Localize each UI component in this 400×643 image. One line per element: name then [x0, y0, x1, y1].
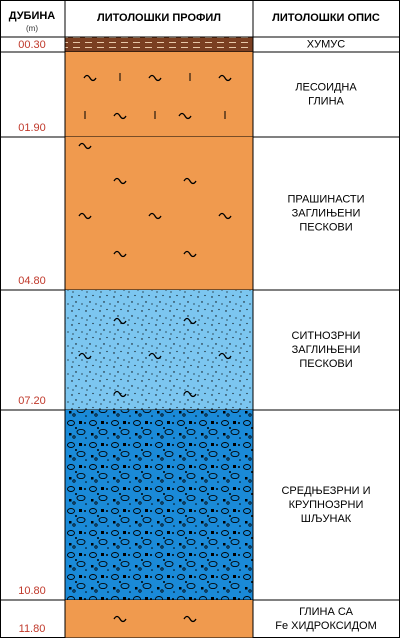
layer-description: ГЛИНА [308, 95, 344, 107]
layer-description: ЗАГЛИЊЕНИ [292, 344, 361, 356]
layer-fill [65, 137, 253, 290]
tilde-symbol [183, 177, 197, 185]
layer-description: КРУПНОЗРНИ [289, 499, 364, 511]
tilde-symbol [78, 142, 92, 150]
layer-fill [65, 290, 253, 410]
layer-description: СРЕДЊЕЗРНИ И [281, 485, 370, 497]
tilde-symbol [218, 352, 232, 360]
layer-fill [65, 37, 253, 52]
depth-label: 01.90 [18, 122, 46, 134]
tilde-symbol [113, 250, 127, 258]
layer-description: ЛЕСОИДНА [295, 81, 357, 93]
tilde-symbol [78, 352, 92, 360]
layer-fill [65, 52, 253, 137]
tilde-symbol [148, 352, 162, 360]
depth-label: 10.80 [18, 585, 46, 597]
depth-label: 11.80 [19, 623, 46, 635]
depth-label: 07.20 [18, 395, 46, 407]
description-header: ЛИТОЛОШКИ ОПИС [272, 12, 380, 24]
layer-description: ПЕСКОВИ [299, 221, 352, 233]
tilde-symbol [218, 74, 232, 82]
layer-description: СИТНОЗРНИ [292, 330, 361, 342]
tilde-symbol [113, 615, 127, 623]
layers: 00.30 ХУМУС 01.90 ЛЕСОИДНА ГЛИНА 04.80 ПРАШИНА… [0, 37, 400, 639]
tilde-symbol [78, 212, 92, 220]
layer-description: ГЛИНА СА [299, 606, 354, 618]
depth-label: 04.80 [18, 275, 46, 287]
tilde-symbol [148, 212, 162, 220]
layer-description: ШЉУНАК [301, 513, 352, 525]
layer-description: ПРАШИНАСТИ [287, 193, 364, 205]
depth-header: ДУБИНА [9, 10, 56, 22]
tilde-symbol [113, 177, 127, 185]
tilde-symbol [183, 615, 197, 623]
tilde-symbol [113, 390, 127, 398]
depth-label: 00.30 [18, 39, 46, 51]
tilde-symbol [113, 112, 127, 120]
profile-header: ЛИТОЛОШКИ ПРОФИЛ [97, 12, 221, 24]
layer-description: ХУМУС [307, 38, 345, 50]
depth-unit: (m) [26, 24, 38, 33]
tilde-symbol [183, 390, 197, 398]
tilde-symbol [218, 212, 232, 220]
layer-fill [65, 600, 253, 638]
layer-description: Fe ХИДРОКСИДОМ [275, 620, 377, 632]
layer-description: ПЕСКОВИ [299, 358, 352, 370]
tilde-symbol [183, 250, 197, 258]
tilde-symbol [178, 112, 192, 120]
tilde-symbol [83, 74, 97, 82]
tilde-symbol [183, 317, 197, 325]
tilde-symbol [113, 317, 127, 325]
layer-fill [65, 410, 253, 600]
layer-description: ЗАГЛИЊЕНИ [292, 207, 361, 219]
tilde-symbol [148, 74, 162, 82]
